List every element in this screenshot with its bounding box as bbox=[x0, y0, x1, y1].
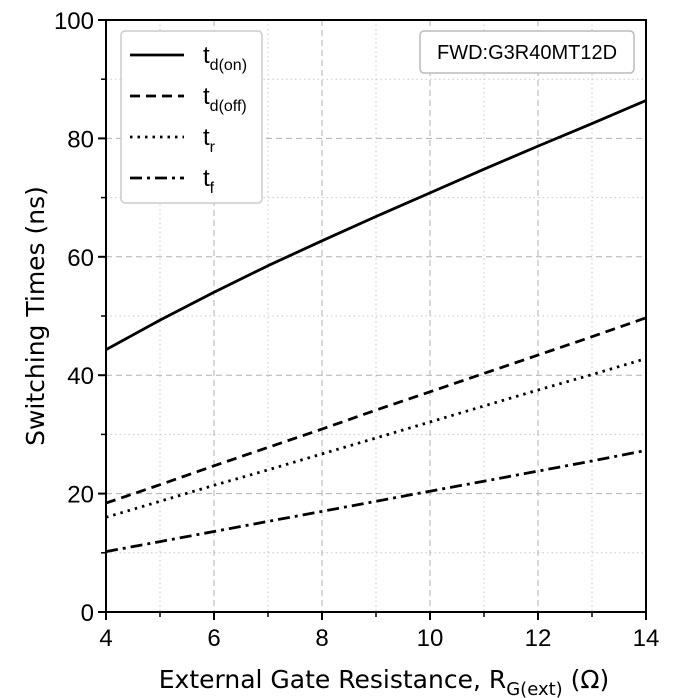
legend-label-main: t bbox=[203, 124, 210, 151]
y-tick-label: 40 bbox=[67, 363, 94, 390]
legend-box bbox=[120, 30, 263, 204]
x-tick-label: 4 bbox=[99, 625, 112, 652]
series-line-don bbox=[105, 99, 647, 351]
y-tick-label: 20 bbox=[67, 482, 94, 509]
x-tick-label: 12 bbox=[525, 625, 552, 652]
x-tick-label: 8 bbox=[315, 625, 328, 652]
y-tick-label: 80 bbox=[67, 126, 94, 153]
legend-label-main: t bbox=[203, 165, 210, 192]
x-tick-label: 6 bbox=[207, 625, 220, 652]
legend-label: tf bbox=[203, 165, 215, 197]
x-axis-label: External Gate Resistance, RG(ext) (Ω) bbox=[159, 665, 610, 698]
legend-label-main: t bbox=[203, 83, 210, 110]
legend-label: td(on) bbox=[203, 42, 247, 74]
legend-label-subscript: f bbox=[210, 180, 215, 197]
legend-label-subscript: r bbox=[210, 139, 216, 156]
x-axis-label-main: External Gate Resistance, R bbox=[159, 665, 506, 694]
legend-label-subscript: d(on) bbox=[210, 57, 247, 74]
x-axis-label-unit: (Ω) bbox=[563, 665, 610, 694]
legend-label-subscript: d(off) bbox=[210, 98, 247, 115]
x-axis-label-subscript: G(ext) bbox=[506, 679, 562, 698]
legend-label: tr bbox=[203, 124, 216, 156]
series-layer bbox=[105, 99, 647, 553]
legend-label: td(off) bbox=[203, 83, 247, 115]
x-tick-label: 10 bbox=[417, 625, 444, 652]
annotation-box: FWD:G3R40MT12D bbox=[419, 30, 635, 74]
axis-ticks: 4 6 8 10 12 14 0 20 40 60 80 100 bbox=[54, 8, 659, 652]
major-grid bbox=[106, 20, 646, 612]
y-axis-label: Switching Times (ns) bbox=[21, 186, 50, 446]
y-tick-label: 60 bbox=[67, 245, 94, 272]
series-line-f bbox=[105, 449, 647, 553]
y-tick-label: 0 bbox=[81, 600, 94, 627]
y-tick-label: 100 bbox=[54, 8, 94, 35]
x-tick-label: 14 bbox=[633, 625, 660, 652]
legend-label-main: t bbox=[203, 42, 210, 69]
annotation-frame bbox=[419, 30, 635, 74]
annotation-text: FWD:G3R40MT12D bbox=[437, 42, 617, 64]
